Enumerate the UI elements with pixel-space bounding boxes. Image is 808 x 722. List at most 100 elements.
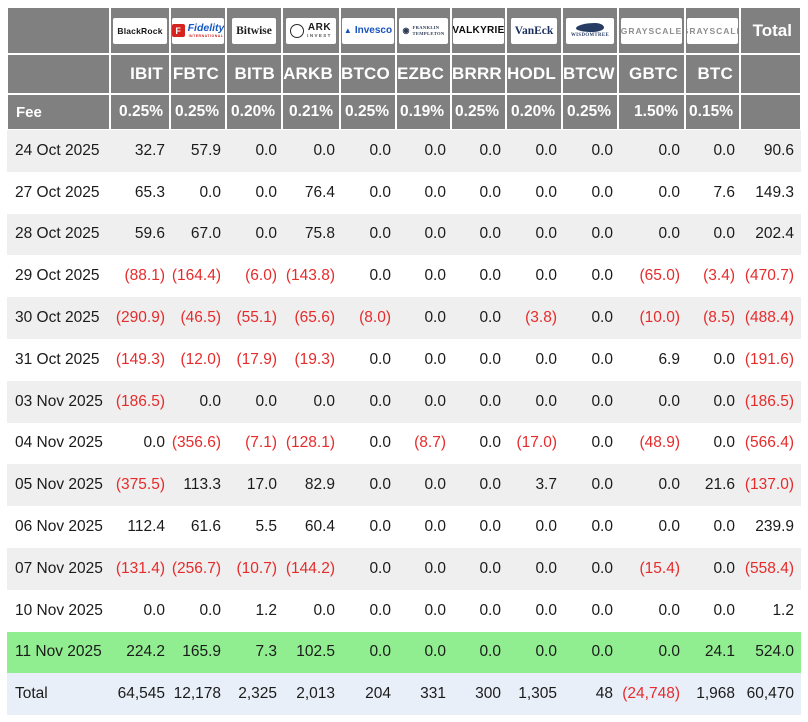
blackrock-logo-cell: BlackRock: [110, 7, 170, 54]
grayscale-logo-cell: GRAYSCALE: [685, 7, 740, 54]
value-cell: 21.6: [704, 476, 735, 494]
value-cell: 0.0: [713, 559, 735, 577]
fee-HODL: 0.20%: [506, 94, 562, 130]
table-row: 28 Oct 2025 59.6 67.0 0.0 75.8 0.0 0.0 0.0 0.0 0.…: [7, 213, 801, 256]
fee-BTC: 0.15%: [685, 94, 740, 130]
value-cell: 239.9: [755, 518, 794, 536]
value-cell: 0.0: [424, 559, 446, 577]
value-cell: 0.0: [369, 392, 391, 410]
value-cell: 0.0: [479, 559, 501, 577]
value-cell: 0.0: [255, 141, 277, 159]
bitwise-logo-text: Bitwise: [236, 24, 272, 37]
vaneck-logo: VanEck: [510, 17, 558, 44]
ark-logo-text: ARK: [307, 21, 332, 33]
ark-logo-text-group: ARK INVEST: [307, 21, 332, 39]
value-cell: 0.0: [479, 309, 501, 327]
value-cell: 0.0: [424, 350, 446, 368]
value-cell: 0.0: [658, 601, 680, 619]
value-cell: 0.0: [713, 601, 735, 619]
date-cell: 07 Nov 2025: [15, 559, 103, 577]
value-cell: 0.0: [424, 518, 446, 536]
value-cell: 24.1: [704, 643, 735, 661]
value-cell: (256.7): [171, 559, 221, 577]
grayscale-logo: GRAYSCALE: [620, 17, 683, 44]
value-cell: 0.0: [713, 434, 735, 452]
value-cell: (144.2): [285, 559, 335, 577]
logo-row: BlackRock F Fidelity INTERNATIONAL Bitwise AR…: [7, 7, 801, 54]
value-cell: 6.9: [658, 350, 680, 368]
value-cell: (191.6): [744, 350, 794, 368]
grayscale-logo-cell: GRAYSCALE: [618, 7, 685, 54]
fidelity-logo: F Fidelity INTERNATIONAL: [172, 17, 224, 44]
total-value-cell: 48: [562, 673, 618, 716]
value-cell: 0.0: [369, 434, 391, 452]
value-cell: 0.0: [369, 267, 391, 285]
value-cell: 0.0: [143, 434, 165, 452]
bitwise-logo: Bitwise: [232, 17, 276, 44]
value-cell: (164.4): [171, 267, 221, 285]
fee-BTCW: 0.25%: [562, 94, 618, 130]
value-cell: 0.0: [255, 225, 277, 243]
fidelity-logo-cell: F Fidelity INTERNATIONAL: [170, 7, 226, 54]
ticker-BTC: BTC: [685, 54, 740, 94]
ark-icon: [290, 23, 305, 38]
value-cell: 0.0: [591, 392, 613, 410]
etf-flow-table: BlackRock F Fidelity INTERNATIONAL Bitwise AR…: [7, 7, 801, 716]
value-cell: 0.0: [535, 643, 557, 661]
ark-logo-subtext: INVEST: [307, 32, 332, 38]
value-cell: (46.5): [180, 309, 222, 327]
total-value-cell: 300: [451, 673, 506, 716]
value-cell: 67.0: [190, 225, 221, 243]
total-column-header: Total: [740, 7, 801, 54]
value-cell: 0.0: [658, 183, 680, 201]
date-cell: 27 Oct 2025: [15, 183, 100, 201]
ticker-ARKB: ARKB: [282, 54, 340, 94]
value-cell: (8.0): [359, 309, 391, 327]
fee-FBTC: 0.25%: [170, 94, 226, 130]
value-cell: 0.0: [479, 601, 501, 619]
value-cell: 0.0: [479, 643, 501, 661]
wisdomtree-logo-cell: WISDOMTREE: [562, 7, 618, 54]
blackrock-logo: BlackRock: [113, 17, 167, 44]
total-fee-spacer: [740, 94, 801, 130]
ticker-BTCO: BTCO: [340, 54, 396, 94]
value-cell: 0.0: [658, 141, 680, 159]
value-cell: 1.2: [255, 601, 277, 619]
value-cell: 61.6: [190, 518, 221, 536]
value-cell: 165.9: [182, 643, 221, 661]
table-row: 10 Nov 2025 0.0 0.0 1.2 0.0 0.0 0.0 0.0 0.0 0.0 0.…: [7, 589, 801, 632]
value-cell: 0.0: [591, 350, 613, 368]
value-cell: 0.0: [369, 350, 391, 368]
value-cell: 0.0: [535, 392, 557, 410]
fidelity-logo-subtext: INTERNATIONAL: [188, 33, 224, 38]
value-cell: 0.0: [535, 559, 557, 577]
value-cell: (8.7): [414, 434, 446, 452]
value-cell: 0.0: [199, 392, 221, 410]
value-cell: 0.0: [591, 476, 613, 494]
date-cell: 24 Oct 2025: [15, 141, 100, 159]
total-value-cell: 64,545: [110, 673, 170, 716]
value-cell: 113.3: [183, 476, 221, 494]
value-cell: 0.0: [713, 518, 735, 536]
value-cell: (137.0): [744, 476, 794, 494]
ticker-BRRR: BRRR: [451, 54, 506, 94]
date-cell: 29 Oct 2025: [15, 267, 100, 285]
date-cell: 10 Nov 2025: [15, 601, 103, 619]
value-cell: 0.0: [424, 225, 446, 243]
value-cell: 0.0: [424, 141, 446, 159]
franklin-logo: ◉ FRANKLIN TEMPLETON: [398, 17, 449, 44]
value-cell: 1.2: [772, 601, 794, 619]
table-row: 03 Nov 2025 (186.5) 0.0 0.0 0.0 0.0 0.0 0.0 0.0 0…: [7, 380, 801, 423]
total-value-cell: 1,968: [685, 673, 740, 716]
value-cell: (566.4): [744, 434, 794, 452]
table-row: 24 Oct 2025 32.7 57.9 0.0 0.0 0.0 0.0 0.0 0.0 0.0…: [7, 130, 801, 172]
total-value-cell: 12,178: [170, 673, 226, 716]
value-cell: 0.0: [535, 350, 557, 368]
value-cell: 65.3: [134, 183, 165, 201]
fee-ARKB: 0.21%: [282, 94, 340, 130]
value-cell: 0.0: [535, 267, 557, 285]
table-row: 29 Oct 2025 (88.1) (164.4) (6.0) (143.8) 0.0 0…: [7, 255, 801, 298]
value-cell: (470.7): [744, 267, 794, 285]
ticker-GBTC: GBTC: [618, 54, 685, 94]
value-cell: (19.3): [294, 350, 336, 368]
